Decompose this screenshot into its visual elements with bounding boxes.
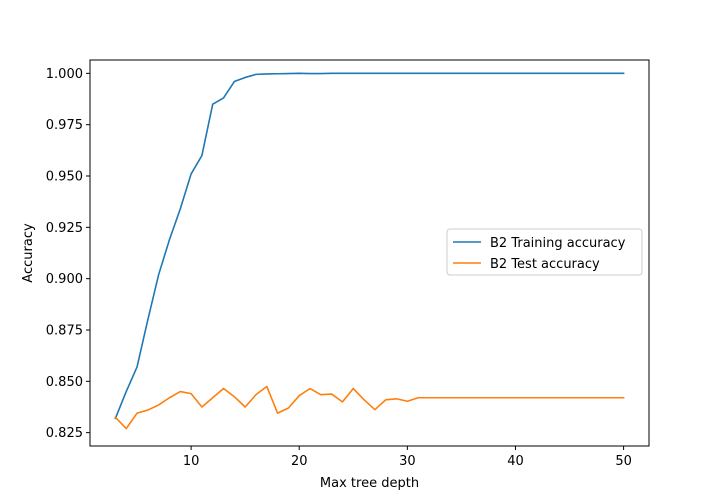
series-line-test [114,385,625,430]
x-tick-label: 50 [615,454,632,469]
legend-label-training: B2 Training accuracy [490,236,626,251]
y-tick-label: 1.000 [46,67,83,82]
x-tick-label: 40 [507,454,524,469]
y-tick-label: 0.975 [46,118,83,133]
x-axis-label: Max tree depth [320,476,419,491]
legend-frame [446,228,643,276]
y-tick-label: 0.850 [46,375,83,390]
legend-label-test: B2 Test accuracy [490,257,600,272]
x-tick-label: 10 [183,454,200,469]
y-axis-ticks: 0.825 0.850 0.875 0.900 0.925 0.950 0.975 1.000 [46,67,90,441]
x-axis-ticks: 10 20 30 40 50 [183,446,632,469]
y-axis-label: Accuracy [21,223,36,283]
legend: B2 Training accuracy B2 Test accuracy [446,228,643,276]
y-tick-label: 0.900 [46,272,83,287]
y-tick-label: 0.950 [46,170,83,185]
series-lines [114,72,625,430]
y-tick-label: 0.875 [46,323,83,338]
plot-frame [89,59,650,447]
x-tick-label: 20 [291,454,308,469]
y-tick-label: 0.925 [46,221,83,236]
x-tick-label: 30 [399,454,416,469]
y-tick-label: 0.825 [46,426,83,441]
series-line-training [114,72,625,420]
